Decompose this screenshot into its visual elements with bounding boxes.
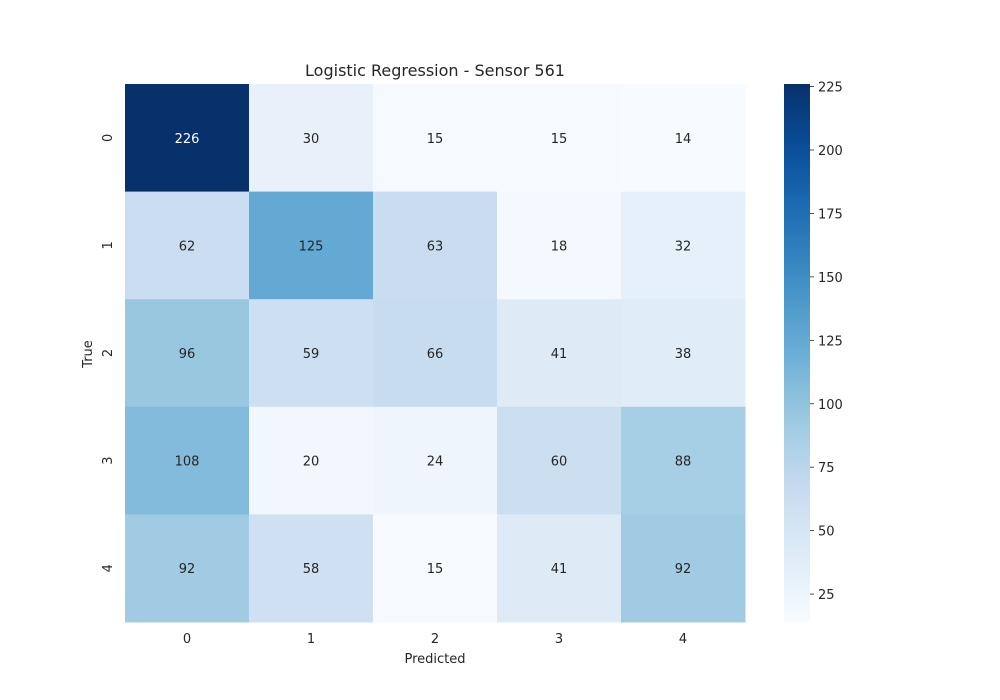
cell-value-label: 15: [427, 132, 444, 147]
colorbar: [784, 84, 810, 622]
chart-title: Logistic Regression - Sensor 561: [305, 61, 565, 80]
cell-value-label: 18: [551, 239, 568, 254]
cell-value-label: 125: [299, 239, 324, 254]
colorbar-tick-label: 75: [818, 461, 835, 476]
y-axis-label: True: [81, 340, 96, 369]
heatmap-cell: [497, 299, 622, 408]
cell-value-label: 88: [675, 455, 692, 470]
heatmap-cell: [621, 514, 746, 623]
heatmap-cell: [125, 406, 250, 515]
heatmap-cell: [621, 84, 746, 193]
cell-value-label: 32: [675, 239, 692, 254]
x-tick-label: 2: [431, 632, 439, 647]
heatmap-cells: 226 30 15 15 14 62 125 63 18 32 96 59 66 41 38 108 20 24 6…: [125, 84, 746, 623]
heatmap-cell: [373, 299, 498, 408]
y-tick-label: 3: [101, 456, 116, 464]
colorbar-ticks: 25 50 75 100 125 150 175 200 225: [810, 81, 843, 603]
heatmap-cell: [497, 406, 622, 515]
cell-value-label: 96: [179, 347, 196, 362]
cell-value-label: 41: [551, 347, 568, 362]
cell-value-label: 62: [179, 239, 196, 254]
colorbar-tick-label: 50: [818, 525, 835, 540]
cell-value-label: 38: [675, 347, 692, 362]
y-tick-label: 4: [101, 564, 116, 572]
cell-value-label: 15: [427, 562, 444, 577]
cell-value-label: 108: [175, 455, 200, 470]
x-tick-label: 3: [555, 632, 563, 647]
cell-value-label: 15: [551, 132, 568, 147]
colorbar-tick-label: 125: [818, 334, 843, 349]
colorbar-tick-label: 100: [818, 398, 843, 413]
heatmap-cell: [621, 299, 746, 408]
heatmap-cell: [373, 84, 498, 193]
cell-value-label: 226: [175, 132, 200, 147]
heatmap-cell: [125, 299, 250, 408]
cell-value-label: 92: [675, 562, 692, 577]
y-tick-label: 0: [101, 134, 116, 142]
x-axis-label: Predicted: [404, 652, 465, 667]
heatmap-cell: [125, 84, 250, 193]
heatmap-cell: [249, 514, 374, 623]
cell-value-label: 59: [303, 347, 320, 362]
colorbar-tick-label: 175: [818, 207, 843, 222]
x-tick-label: 1: [307, 632, 315, 647]
heatmap-cell: [249, 406, 374, 515]
cell-value-label: 58: [303, 562, 320, 577]
cell-value-label: 24: [427, 455, 444, 470]
cell-value-label: 92: [179, 562, 196, 577]
heatmap-cell: [125, 191, 250, 300]
colorbar-tick-label: 25: [818, 588, 835, 603]
cell-value-label: 41: [551, 562, 568, 577]
heatmap-cell: [249, 299, 374, 408]
x-tick-label: 0: [183, 632, 191, 647]
y-tick-label: 2: [101, 349, 116, 357]
colorbar-tick-label: 225: [818, 81, 843, 96]
cell-value-label: 66: [427, 347, 444, 362]
y-tick-label: 1: [101, 241, 116, 249]
heatmap-cell: [497, 84, 622, 193]
cell-value-label: 14: [675, 132, 692, 147]
x-tick-label: 4: [679, 632, 687, 647]
heatmap-cell: [497, 191, 622, 300]
cell-value-label: 63: [427, 239, 444, 254]
y-axis-ticks: 0 1 2 3 4: [101, 134, 116, 573]
heatmap-cell: [621, 406, 746, 515]
heatmap-cell: [249, 84, 374, 193]
colorbar-tick-label: 150: [818, 271, 843, 286]
heatmap-cell: [373, 514, 498, 623]
heatmap-cell: [497, 514, 622, 623]
colorbar-tick-label: 200: [818, 144, 843, 159]
x-axis-ticks: 0 1 2 3 4: [183, 632, 687, 647]
heatmap-cell: [621, 191, 746, 300]
cell-value-label: 60: [551, 455, 568, 470]
cell-value-label: 20: [303, 455, 320, 470]
heatmap-cell: [125, 514, 250, 623]
heatmap-cell: [249, 191, 374, 300]
cell-value-label: 30: [303, 132, 320, 147]
heatmap-cell: [373, 406, 498, 515]
heatmap-cell: [373, 191, 498, 300]
